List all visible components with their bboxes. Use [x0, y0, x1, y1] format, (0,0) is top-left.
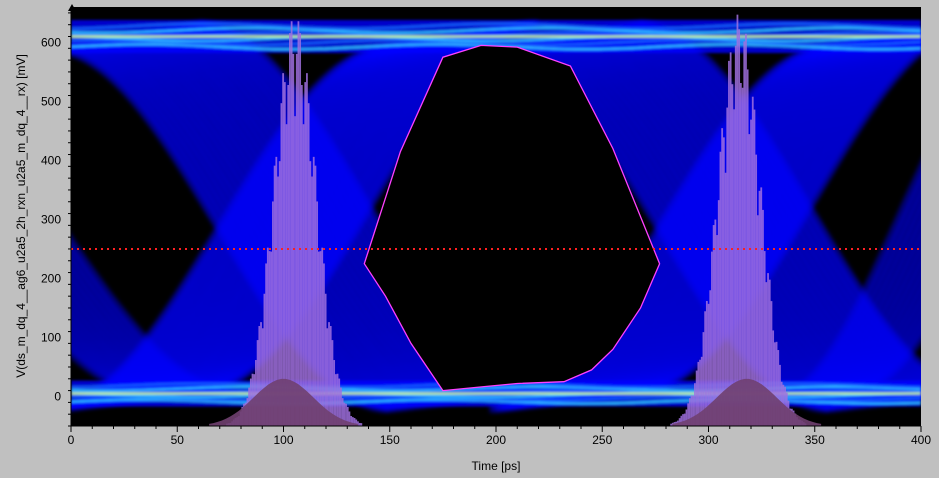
plot-layer	[71, 14, 921, 426]
x-tick-label: 200	[486, 433, 506, 447]
y-tick-label: 0	[54, 389, 61, 403]
x-tick-label: 150	[380, 433, 400, 447]
scroll-up-arrow-icon[interactable]	[68, 4, 76, 11]
eye-mask-outline	[363, 44, 661, 392]
y-tick-label: 300	[41, 212, 61, 226]
x-tick-label: 0	[68, 433, 75, 447]
eye-opening	[364, 45, 660, 391]
y-axis-label: V(ds_m_dq_4__ag6_u2a5_2h_rxn_u2a5_m_dq_4…	[14, 54, 28, 378]
y-tick-label: 100	[41, 330, 61, 344]
amplitude-histogram	[209, 378, 358, 426]
x-axis-label: Time [ps]	[472, 459, 521, 473]
x-tick-label: 350	[805, 433, 825, 447]
x-tick-label: 250	[592, 433, 612, 447]
x-tick-label: 400	[911, 433, 931, 447]
x-tick-label: 100	[273, 433, 293, 447]
axes-layer: 0 50 100 150 200 250 300 350 400 0 100 200 300 400 500…	[41, 7, 931, 447]
y-tick-label: 500	[41, 94, 61, 108]
x-tick-label: 300	[698, 433, 718, 447]
x-tick-label: 50	[171, 433, 185, 447]
y-tick-label: 600	[41, 35, 61, 49]
y-tick-label: 200	[41, 271, 61, 285]
amplitude-histogram	[672, 378, 822, 426]
y-tick-label: 400	[41, 153, 61, 167]
